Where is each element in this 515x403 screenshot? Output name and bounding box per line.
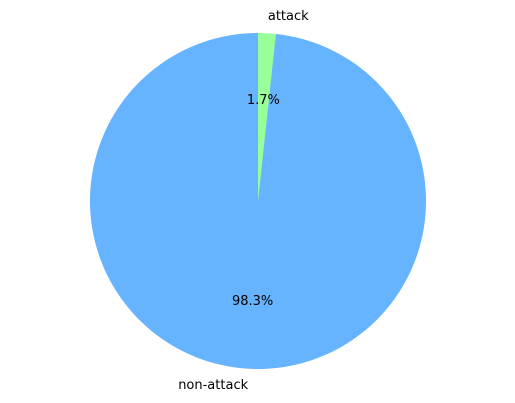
slices-layer <box>90 33 427 369</box>
pct-label-attack: 1.7% <box>247 93 280 108</box>
pct-label-non-attack: 98.3% <box>232 294 273 309</box>
pie-slice-non-attack <box>90 33 427 369</box>
slice-label-attack: attack <box>268 9 309 24</box>
slice-label-non-attack: non-attack <box>178 378 248 393</box>
labels-layer: attack 1.7% non-attack 98.3% <box>178 9 309 393</box>
pie-slice-attack <box>258 33 276 201</box>
